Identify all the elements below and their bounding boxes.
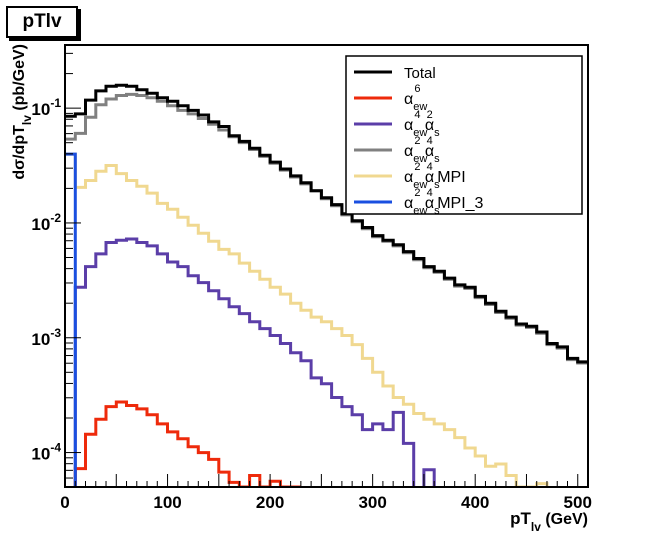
y-tick-label: 10-3: [31, 326, 61, 349]
legend-label-5: αew2 αs4 MPI_3: [404, 187, 484, 217]
series-line-2: [73, 237, 436, 487]
x-tick-label: 500: [564, 493, 592, 512]
legend-box: [345, 55, 583, 215]
y-axis-title: dσ/dpTlv (pb/GeV): [11, 44, 34, 180]
series-line-4: [65, 152, 549, 487]
x-tick-label: 300: [358, 493, 386, 512]
plot-frame: [64, 44, 589, 488]
legend-label-4: αew2 αs4 MPI: [404, 161, 466, 191]
y-tick-label: 10-2: [31, 211, 61, 234]
x-tick-label: 0: [60, 493, 69, 512]
x-axis-title: pTlv (GeV): [510, 509, 588, 534]
x-tick-label: 100: [153, 493, 181, 512]
legend-label-3: αew2 αs4: [404, 135, 440, 165]
y-tick-label: 10-1: [31, 96, 61, 119]
legend-label-1: αew6: [404, 83, 427, 113]
y-tick-label: 10-4: [31, 441, 61, 464]
plot-title-box: pTlv: [6, 6, 78, 38]
legend-label-2: αew4 αs2: [404, 109, 440, 139]
x-tick-label: 400: [461, 493, 489, 512]
x-tick-label: 200: [256, 493, 284, 512]
legend-label-0: Total: [404, 65, 436, 82]
series-line-1: [73, 400, 301, 487]
series-line-5: [65, 152, 77, 487]
series-line-0: [65, 83, 588, 364]
